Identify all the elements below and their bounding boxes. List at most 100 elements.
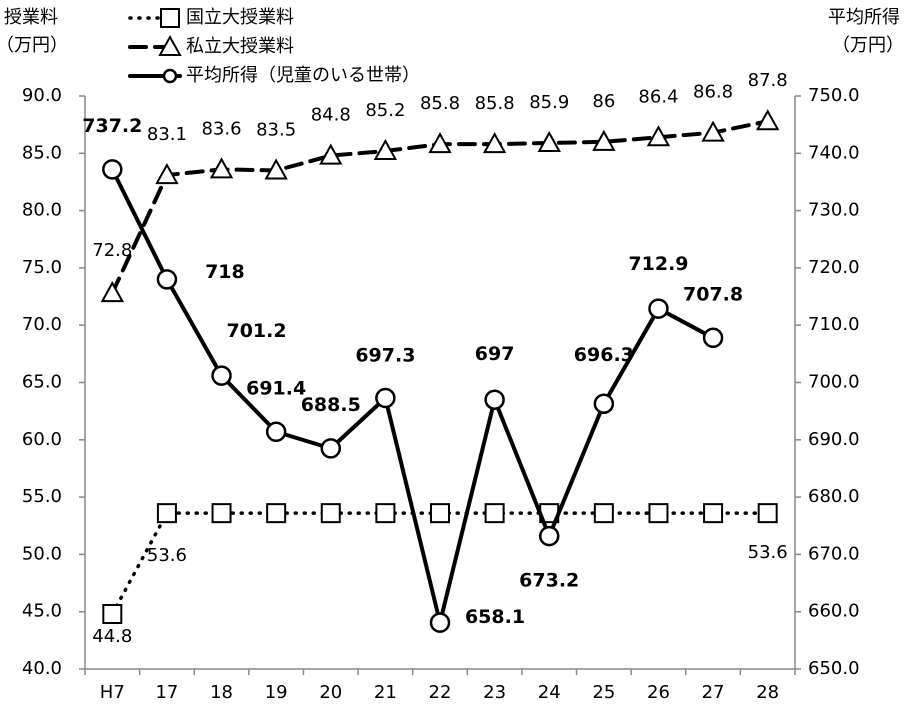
legend-marker: [160, 8, 180, 28]
legend-label: 平均所得（児童のいる世帯）: [186, 65, 420, 86]
legend-marker: [158, 34, 182, 56]
y2-tick-label: 670.0: [808, 543, 860, 564]
y-axis-title: （万円）: [0, 35, 68, 56]
data-label: 737.2: [82, 115, 142, 137]
y-tick-label: 55.0: [22, 486, 62, 507]
y-tick-label: 40.0: [22, 658, 62, 679]
legend-label: 私立大授業料: [186, 36, 294, 57]
point: [537, 130, 561, 152]
point: [538, 525, 560, 547]
x-tick-label: 25: [592, 682, 615, 703]
point: [319, 143, 343, 165]
point: [265, 421, 287, 443]
data-label: 691.4: [246, 377, 306, 399]
data-label: 697.3: [355, 344, 415, 366]
point: [102, 159, 123, 180]
x-tick-label: 27: [702, 682, 725, 703]
y2-tick-label: 730.0: [808, 200, 860, 221]
point: [102, 603, 123, 624]
point: [482, 132, 507, 154]
data-label: 44.8: [92, 626, 132, 647]
y-axis-title: 授業料: [4, 7, 58, 28]
y2-tick-label: 710.0: [808, 314, 860, 335]
data-label: 718: [205, 261, 245, 283]
data-label: 87.8: [748, 70, 788, 91]
y-tick-label: 90.0: [22, 85, 62, 106]
point: [593, 393, 615, 414]
point: [155, 163, 179, 185]
data-label: 696.3: [574, 344, 634, 366]
y-tick-label: 85.0: [22, 142, 62, 163]
point: [429, 612, 451, 633]
point: [156, 269, 178, 290]
y2-tick-label: 700.0: [808, 372, 860, 393]
point: [702, 327, 724, 349]
y2-axis-title: 平均所得: [828, 7, 900, 28]
point: [211, 365, 232, 386]
y2-tick-label: 680.0: [808, 486, 860, 507]
legend-marker: [162, 68, 178, 84]
point: [264, 158, 288, 180]
point: [701, 120, 725, 142]
point: [320, 438, 342, 459]
x-tick-label: 19: [265, 682, 288, 703]
x-tick-label: 20: [319, 682, 342, 703]
y-tick-label: 75.0: [22, 257, 62, 278]
data-label: 84.8: [311, 105, 351, 126]
data-label: 712.9: [628, 253, 688, 275]
y2-tick-label: 650.0: [808, 658, 860, 679]
point: [646, 125, 671, 147]
data-label: 83.1: [147, 124, 187, 145]
point: [648, 503, 669, 524]
data-label: 83.5: [256, 119, 296, 140]
legend-label: 国立大授業料: [186, 7, 294, 28]
point: [755, 109, 780, 131]
data-label: 72.8: [92, 240, 132, 261]
y2-axis-title: （万円）: [832, 35, 904, 56]
series-line: [110, 511, 770, 616]
y2-tick-label: 660.0: [808, 601, 860, 622]
point: [375, 387, 396, 409]
x-tick-label: 18: [210, 682, 233, 703]
x-tick-label: 17: [155, 682, 178, 703]
y-tick-label: 45.0: [22, 601, 62, 622]
x-tick-label: 22: [429, 682, 452, 703]
point: [373, 138, 398, 161]
point: [320, 503, 341, 524]
x-tick-label: 28: [756, 682, 779, 703]
data-label: 86: [592, 91, 615, 112]
data-label: 85.8: [475, 93, 515, 114]
data-label: 85.8: [420, 93, 460, 114]
data-label: 85.9: [529, 92, 569, 113]
data-label: 86.8: [693, 82, 733, 103]
y2-tick-label: 690.0: [808, 429, 860, 450]
y-tick-label: 50.0: [22, 543, 62, 564]
data-label: 658.1: [465, 606, 525, 628]
point: [484, 503, 505, 524]
y-tick-label: 60.0: [22, 429, 62, 450]
data-label: 673.2: [519, 570, 579, 592]
point: [757, 503, 778, 524]
point: [593, 503, 614, 524]
x-tick-label: 21: [374, 682, 397, 703]
point: [428, 132, 452, 154]
x-tick-label: 24: [538, 682, 561, 703]
y2-tick-label: 740.0: [808, 142, 860, 163]
data-label: 85.2: [365, 100, 405, 121]
point: [266, 503, 287, 524]
data-label: 707.8: [683, 283, 743, 305]
data-label: 697: [475, 343, 515, 365]
data-label: 53.6: [748, 542, 788, 563]
x-tick-label: 26: [647, 682, 670, 703]
point: [648, 298, 669, 319]
data-label: 688.5: [301, 394, 361, 416]
series-line: [110, 167, 716, 624]
data-label: 53.6: [147, 545, 187, 566]
point: [211, 503, 232, 524]
y-tick-label: 70.0: [22, 314, 62, 335]
data-label: 701.2: [226, 320, 286, 342]
x-tick-label: H7: [100, 682, 125, 703]
point: [375, 503, 396, 524]
data-label: 83.6: [201, 118, 241, 139]
